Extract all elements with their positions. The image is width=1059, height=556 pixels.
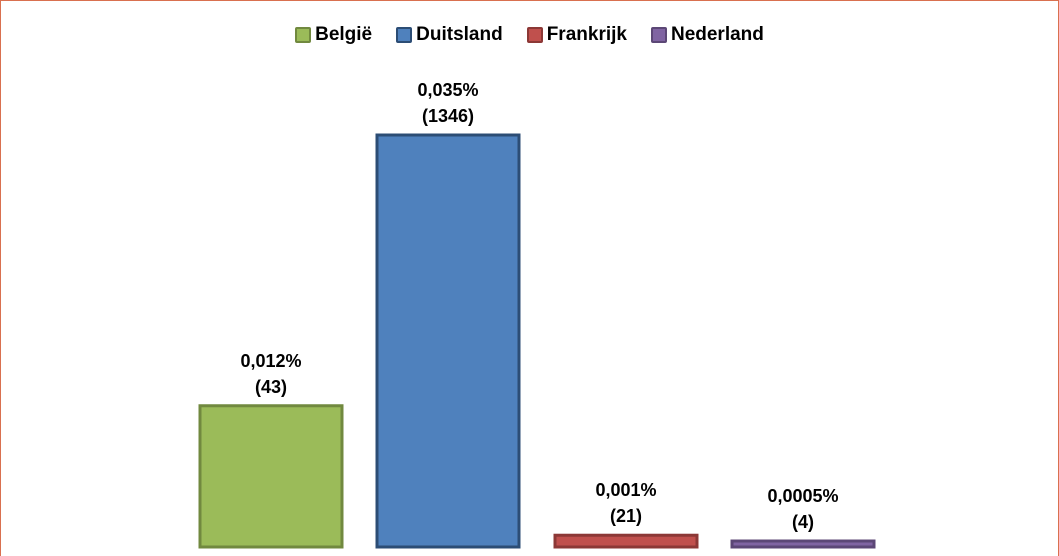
legend-item-nederland: Nederland — [650, 24, 764, 46]
data-label-count: (1346) — [421, 106, 475, 126]
data-label-duitsland: 0,035% (1346) — [368, 77, 528, 129]
legend-item-duitsland: Duitsland — [396, 24, 503, 46]
data-label-count: (43) — [254, 376, 287, 397]
data-label-percent: 0,0005% — [767, 486, 839, 506]
data-label-percent: 0,001% — [595, 480, 657, 501]
legend-swatch-belgie — [295, 27, 312, 43]
legend-item-frankrijk: Frankrijk — [526, 24, 627, 46]
legend-swatch-nederland — [650, 27, 667, 43]
data-label-frankrijk: 0,001% (21) — [546, 477, 706, 529]
bar-duitsland — [375, 133, 521, 549]
legend-label-frankrijk: Frankrijk — [546, 24, 627, 45]
data-label-count: (21) — [609, 506, 642, 527]
legend-swatch-duitsland — [396, 27, 413, 43]
data-label-count: (4) — [792, 512, 814, 532]
legend-label-nederland: Nederland — [670, 24, 764, 45]
legend-item-belgie: België — [295, 24, 372, 46]
data-label-percent: 0,035% — [417, 80, 479, 100]
data-label-nederland: 0,0005% (4) — [723, 483, 883, 535]
data-label-percent: 0,012% — [240, 350, 302, 371]
legend-label-belgie: België — [315, 24, 373, 45]
bar-frankrijk — [553, 533, 699, 549]
bar-nederland — [730, 539, 876, 549]
legend-label-duitsland: Duitsland — [416, 24, 503, 45]
bar-belgi — [198, 404, 344, 549]
data-label-belgi: 0,012% (43) — [191, 348, 351, 400]
legend-swatch-frankrijk — [526, 27, 543, 43]
chart-legend: België Duitsland Frankrijk Nederland — [0, 24, 1059, 46]
